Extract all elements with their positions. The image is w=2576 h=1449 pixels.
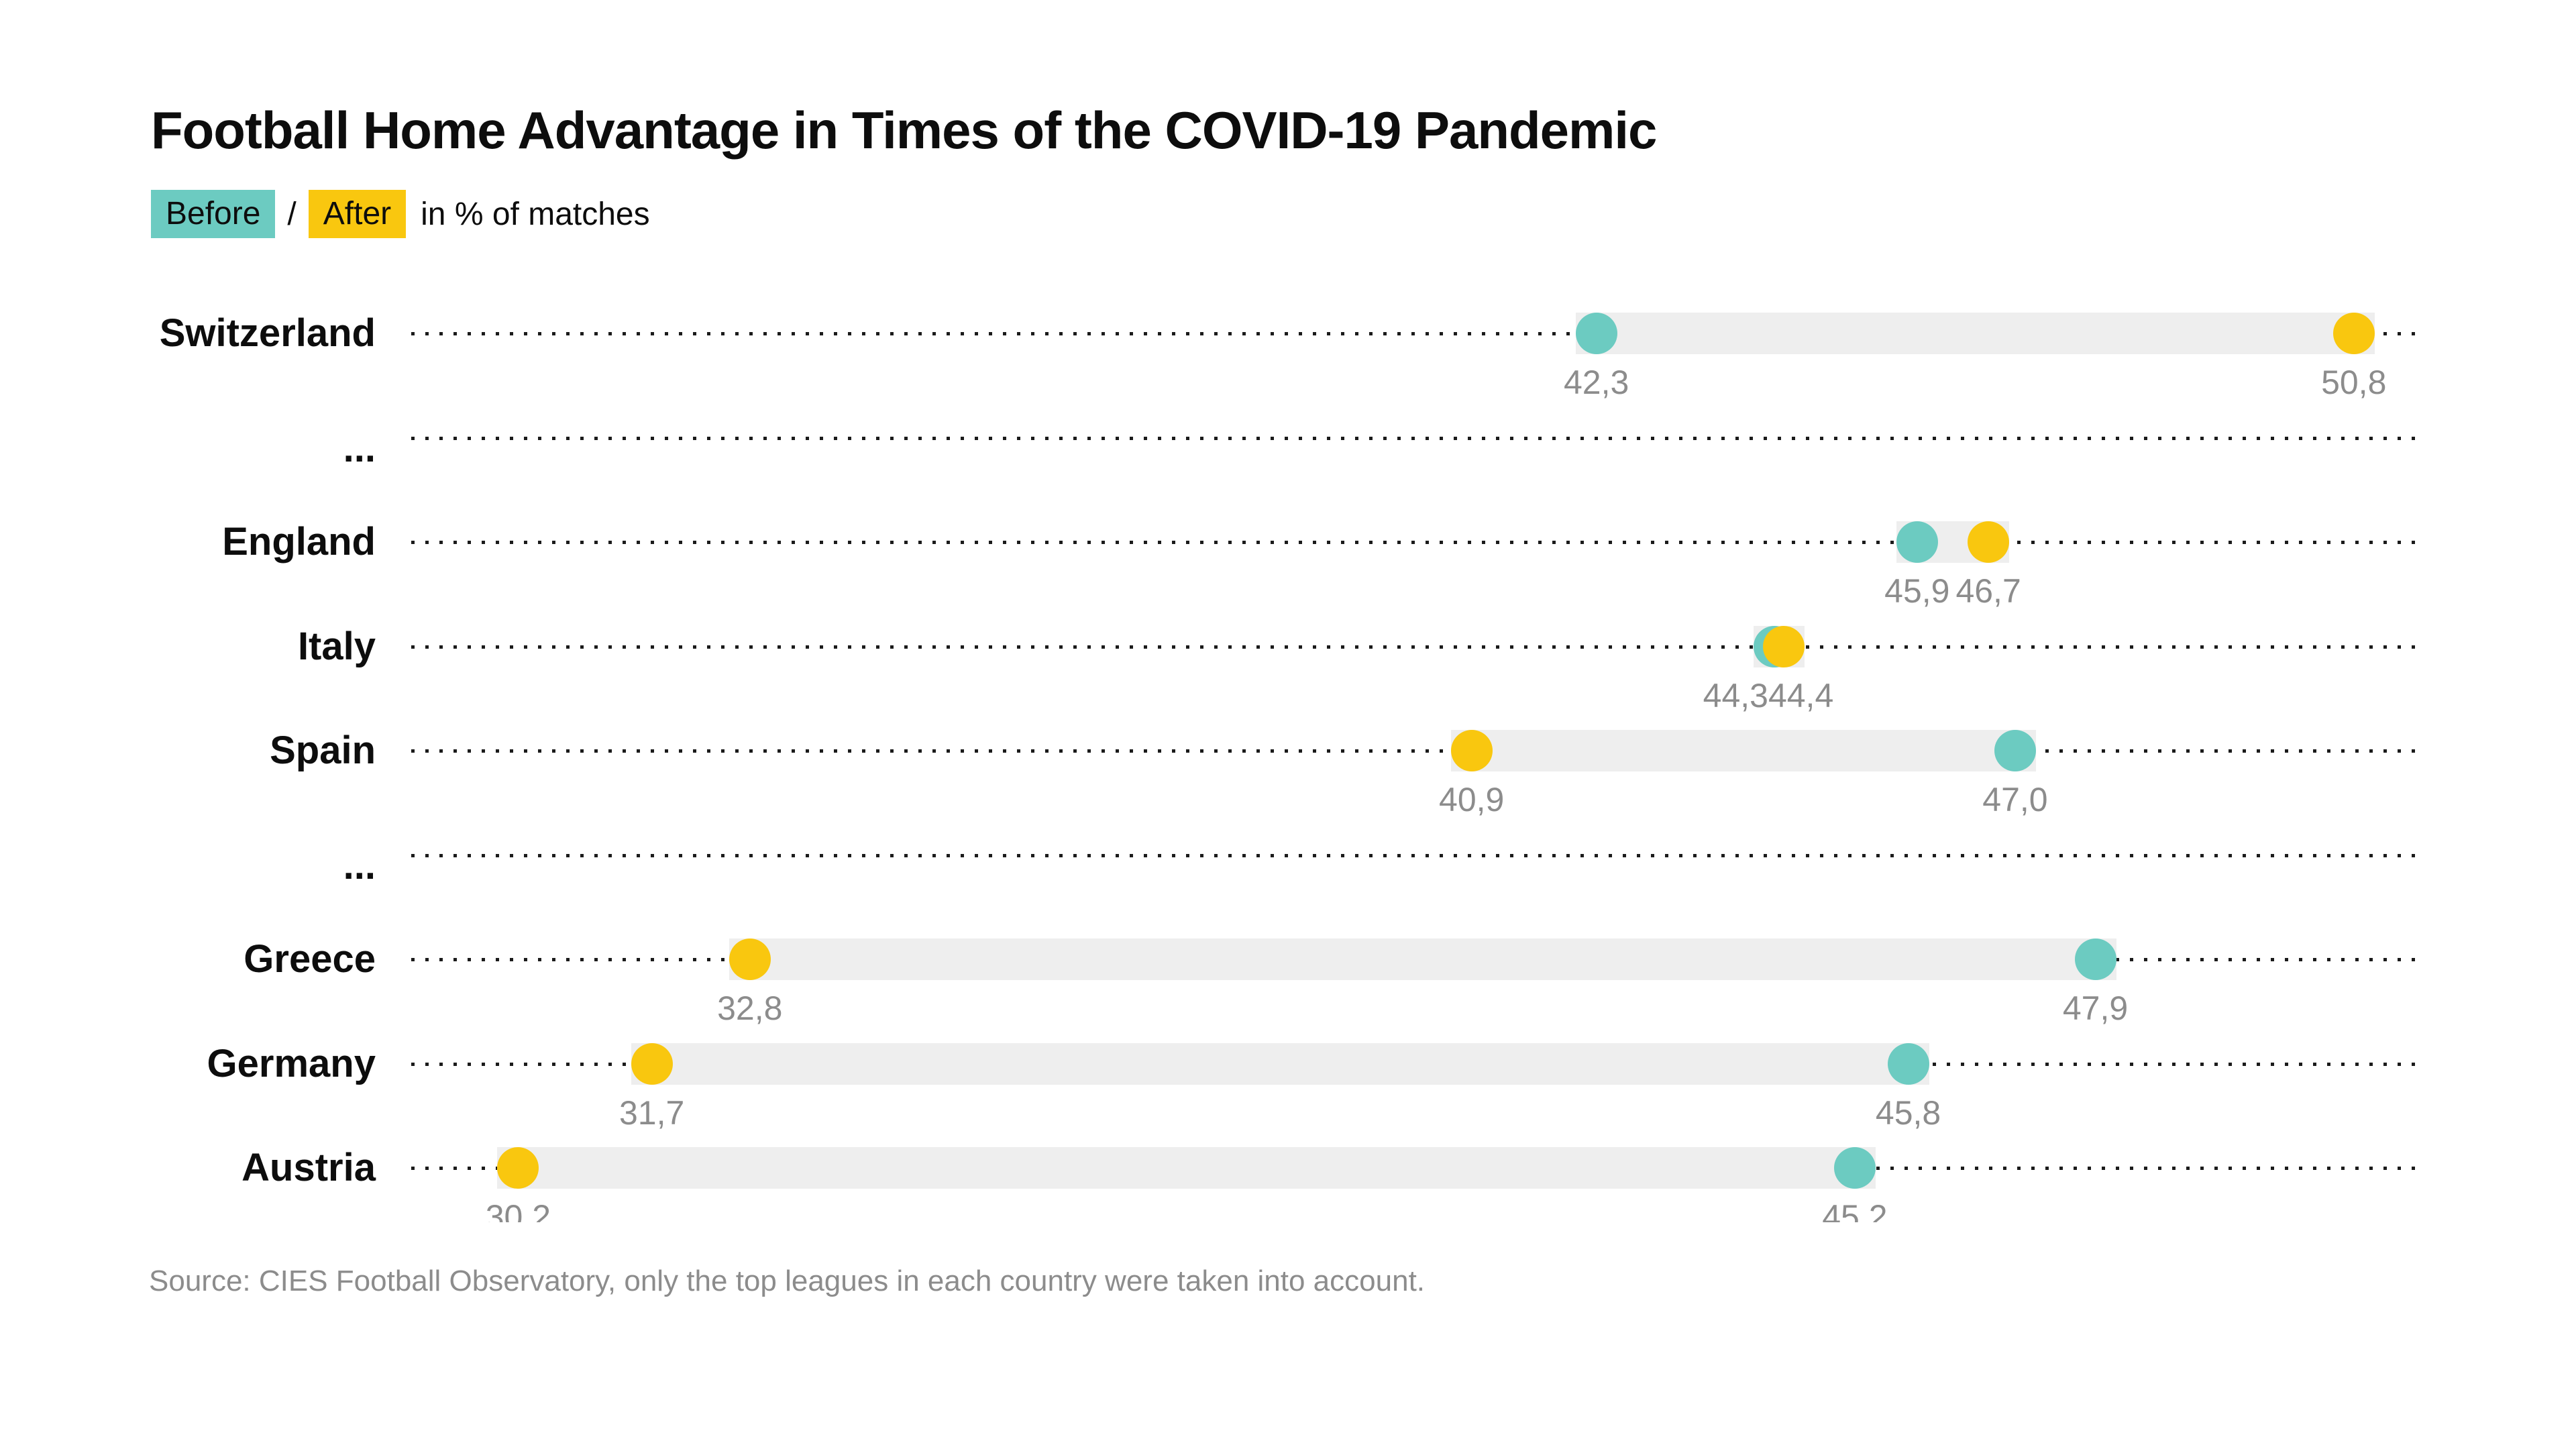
leader-dotted-line (411, 436, 2425, 440)
before-dot (1833, 1147, 1876, 1189)
row-label-gap: ... (343, 426, 376, 470)
after-dot (631, 1042, 673, 1085)
before-value-label: 42,3 (1563, 364, 1629, 401)
chart-legend: Before / After in % of matches (151, 188, 650, 240)
legend-separator: / (287, 196, 297, 232)
before-dot (1575, 313, 1617, 354)
after-value-label: 31,7 (619, 1093, 685, 1132)
before-dot (1887, 1042, 1929, 1085)
row-label: Italy (297, 624, 376, 668)
source-note: Source: CIES Football Observatory, only … (149, 1265, 1426, 1297)
after-dot (1968, 521, 2010, 563)
row-label: Austria (241, 1146, 376, 1189)
range-band (1450, 730, 2036, 771)
leader-dotted-line (411, 645, 2425, 649)
after-value-label: 32,8 (717, 989, 783, 1027)
after-value-label: 30,2 (485, 1198, 551, 1222)
after-dot (497, 1147, 539, 1189)
leader-dotted-line (411, 853, 2425, 857)
after-dot (1762, 625, 1805, 667)
after-value-label: 46,7 (1955, 572, 2021, 610)
before-value-label: 47,0 (1982, 781, 2048, 818)
row-label: England (222, 520, 376, 564)
after-value-label: 40,9 (1439, 781, 1505, 818)
before-dot (1896, 521, 1938, 563)
before-value-label: 45,8 (1875, 1093, 1941, 1132)
range-band (729, 938, 2116, 980)
row-label: Switzerland (159, 311, 376, 355)
before-value-label: 45,9 (1884, 572, 1950, 610)
before-value-label: 47,9 (2062, 989, 2129, 1027)
legend-caption: in % of matches (421, 196, 650, 232)
row-label: Spain (270, 729, 376, 772)
after-dot (729, 938, 771, 980)
before-value-label: 44,3 (1703, 676, 1768, 714)
row-label: Germany (207, 1041, 376, 1085)
leader-dotted-line (411, 541, 2425, 544)
after-value-label: 44,4 (1768, 676, 1834, 714)
chart-area: Switzerland 42,3 50,8... England 45,9 46,7 Ita… (159, 311, 2425, 1222)
after-value-label: 50,8 (2321, 364, 2387, 401)
leader-dotted-line (411, 749, 2425, 753)
legend-after-swatch: After (308, 190, 407, 238)
range-band (1575, 313, 2375, 354)
before-value-label: 45,2 (1822, 1198, 1888, 1222)
range-band (631, 1042, 1929, 1085)
legend-before-swatch: Before (151, 190, 276, 238)
after-dot (1450, 730, 1493, 771)
page-title: Football Home Advantage in Times of the … (151, 101, 1657, 160)
leader-dotted-line (411, 332, 2425, 335)
after-dot (2332, 313, 2375, 354)
before-dot (2074, 938, 2116, 980)
row-label-gap: ... (343, 843, 376, 888)
row-label: Greece (244, 937, 376, 981)
before-dot (1994, 730, 2036, 771)
range-band (497, 1147, 1876, 1189)
